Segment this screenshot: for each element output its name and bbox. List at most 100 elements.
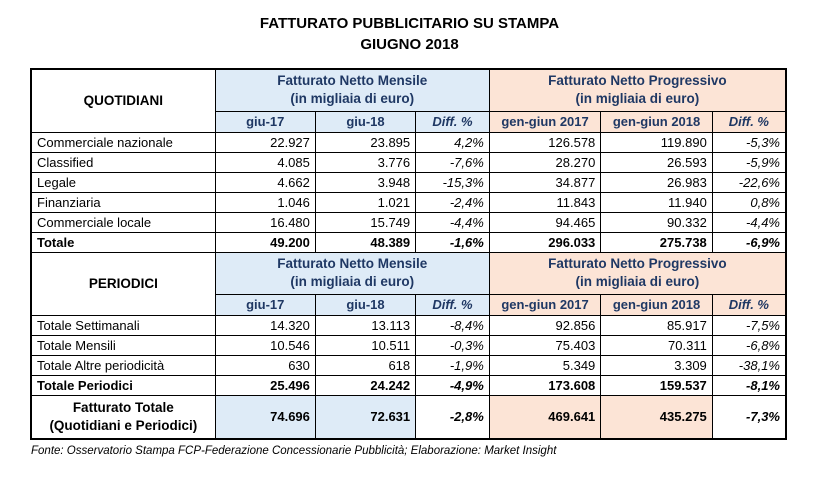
value-gengiun-2017: 94.465 xyxy=(488,211,602,233)
progressive-header-line2: (in migliaia di euro) xyxy=(575,91,700,107)
value-gengiun-2018: 3.309 xyxy=(600,354,713,376)
grand-total-label: Fatturato Totale (Quotidiani e Periodici… xyxy=(30,394,216,440)
value-giu18: 23.895 xyxy=(314,131,417,153)
value-giu18: 618 xyxy=(314,354,417,376)
table-row-totale-quotidiani: Totale 49.200 48.389 -1,6% 296.033 275.7… xyxy=(30,231,787,253)
value-giu18: 24.242 xyxy=(314,374,417,396)
col-header-gengiun-2018: gen-giun 2018 xyxy=(600,110,713,133)
periodici-group-header-row: PERIODICI Fatturato Netto Mensile (in mi… xyxy=(30,251,787,316)
value-giu17: 14.320 xyxy=(214,314,316,336)
value-gengiun-2018: 11.940 xyxy=(600,191,713,213)
table-row-classified: Classified 4.085 3.776 -7,6% 28.270 26.5… xyxy=(30,151,787,173)
value-diff-mensile: -4,9% xyxy=(415,374,490,396)
value-gengiun-2018: 90.332 xyxy=(600,211,713,233)
row-label: Totale Mensili xyxy=(30,334,216,356)
value-diff-progressivo: -5,9% xyxy=(711,151,787,173)
value-giu17: 10.546 xyxy=(214,334,316,356)
col-header-gengiun-2018: gen-giun 2018 xyxy=(600,293,713,316)
total-value-diff-mensile: -2,8% xyxy=(415,394,490,440)
value-diff-progressivo: 0,8% xyxy=(711,191,787,213)
value-diff-mensile: 4,2% xyxy=(415,131,490,153)
row-label: Totale Periodici xyxy=(30,374,216,396)
row-label: Commerciale locale xyxy=(30,211,216,233)
row-label: Commerciale nazionale xyxy=(30,131,216,153)
value-gengiun-2018: 70.311 xyxy=(600,334,713,356)
value-diff-progressivo: -22,6% xyxy=(711,171,787,193)
total-value-diff-progressivo: -7,3% xyxy=(711,394,787,440)
table-row-commerciale-nazionale: Commerciale nazionale 22.927 23.895 4,2%… xyxy=(30,131,787,153)
value-gengiun-2017: 34.877 xyxy=(488,171,602,193)
col-header-diff-mensile: Diff. % xyxy=(415,110,490,133)
value-giu17: 22.927 xyxy=(214,131,316,153)
progressive-header-line2: (in migliaia di euro) xyxy=(575,274,700,289)
total-value-gengiun-2017: 469.641 xyxy=(488,394,602,440)
value-giu17: 49.200 xyxy=(214,231,316,253)
value-giu18: 3.948 xyxy=(314,171,417,193)
value-gengiun-2018: 85.917 xyxy=(600,314,713,336)
table-row-totale-periodici: Totale Periodici 25.496 24.242 -4,9% 173… xyxy=(30,374,787,396)
value-gengiun-2017: 296.033 xyxy=(488,231,602,253)
table-row-totale-settimanali: Totale Settimanali 14.320 13.113 -8,4% 9… xyxy=(30,314,787,336)
monthly-header-line2: (in migliaia di euro) xyxy=(290,274,415,289)
page-title-line1: FATTURATO PUBBLICITARIO SU STAMPA xyxy=(259,15,560,32)
value-gengiun-2018: 26.983 xyxy=(600,171,713,193)
value-gengiun-2017: 75.403 xyxy=(488,334,602,356)
source-note: Fonte: Osservatorio Stampa FCP-Federazio… xyxy=(31,445,557,457)
value-gengiun-2017: 92.856 xyxy=(488,314,602,336)
quotidiani-column-header-row: giu-17 giu-18 Diff. % gen-giun 2017 gen-… xyxy=(31,110,787,133)
col-header-diff-mensile: Diff. % xyxy=(415,293,490,316)
value-giu18: 1.021 xyxy=(314,191,417,213)
grand-total-row: Fatturato Totale (Quotidiani e Periodici… xyxy=(30,394,787,440)
value-diff-progressivo: -8,1% xyxy=(711,374,787,396)
value-diff-progressivo: -6,9% xyxy=(711,231,787,253)
row-label: Totale xyxy=(30,231,216,253)
value-diff-progressivo: -38,1% xyxy=(711,354,787,376)
value-diff-mensile: -4,4% xyxy=(415,211,490,233)
page-title-line2: GIUGNO 2018 xyxy=(360,36,459,53)
value-giu17: 1.046 xyxy=(214,191,316,213)
value-gengiun-2017: 126.578 xyxy=(488,131,602,153)
value-diff-progressivo: -7,5% xyxy=(711,314,787,336)
col-header-giu17: giu-17 xyxy=(214,110,316,133)
fatturato-table: QUOTIDIANI Fatturato Netto Mensile (in m… xyxy=(30,68,787,440)
row-label: Classified xyxy=(30,151,216,173)
value-giu18: 15.749 xyxy=(314,211,417,233)
total-value-gengiun-2018: 435.275 xyxy=(600,394,713,440)
table-row-legale: Legale 4.662 3.948 -15,3% 34.877 26.983 … xyxy=(30,171,787,193)
progressive-header-line1: Fatturato Netto Progressivo xyxy=(548,73,727,89)
value-gengiun-2017: 5.349 xyxy=(488,354,602,376)
total-value-giu18: 72.631 xyxy=(314,394,417,440)
value-diff-progressivo: -5,3% xyxy=(711,131,787,153)
value-gengiun-2017: 173.608 xyxy=(488,374,602,396)
col-header-diff-progressivo: Diff. % xyxy=(711,293,787,316)
quotidiani-group-header-row: QUOTIDIANI Fatturato Netto Mensile (in m… xyxy=(30,68,787,133)
value-gengiun-2017: 28.270 xyxy=(488,151,602,173)
grand-total-label-line1: Fatturato Totale xyxy=(72,399,174,415)
value-giu18: 13.113 xyxy=(314,314,417,336)
monthly-header-line2: (in migliaia di euro) xyxy=(290,91,415,107)
table-row-commerciale-locale: Commerciale locale 16.480 15.749 -4,4% 9… xyxy=(30,211,787,233)
value-giu18: 3.776 xyxy=(314,151,417,173)
value-gengiun-2018: 26.593 xyxy=(600,151,713,173)
value-giu18: 10.511 xyxy=(314,334,417,356)
periodici-monthly-group-header: Fatturato Netto Mensile (in migliaia di … xyxy=(214,251,490,295)
section-label-quotidiani: QUOTIDIANI xyxy=(30,68,216,133)
section-label-periodici: PERIODICI xyxy=(30,251,216,316)
value-giu17: 630 xyxy=(214,354,316,376)
monthly-header-line1: Fatturato Netto Mensile xyxy=(277,256,428,271)
col-header-giu18: giu-18 xyxy=(314,293,417,316)
value-giu17: 4.662 xyxy=(214,171,316,193)
value-diff-mensile: -1,6% xyxy=(415,231,490,253)
grand-total-label-line2: (Quotidiani e Periodici) xyxy=(49,417,198,433)
row-label: Finanziaria xyxy=(30,191,216,213)
value-diff-mensile: -15,3% xyxy=(415,171,490,193)
value-diff-progressivo: -6,8% xyxy=(711,334,787,356)
value-gengiun-2018: 275.738 xyxy=(600,231,713,253)
page-title: FATTURATO PUBBLICITARIO SU STAMPA GIUGNO… xyxy=(0,0,819,55)
table-row-totale-mensili: Totale Mensili 10.546 10.511 -0,3% 75.40… xyxy=(30,334,787,356)
value-diff-mensile: -0,3% xyxy=(415,334,490,356)
total-value-giu17: 74.696 xyxy=(214,394,316,440)
col-header-gengiun-2017: gen-giun 2017 xyxy=(488,110,602,133)
col-header-gengiun-2017: gen-giun 2017 xyxy=(488,293,602,316)
